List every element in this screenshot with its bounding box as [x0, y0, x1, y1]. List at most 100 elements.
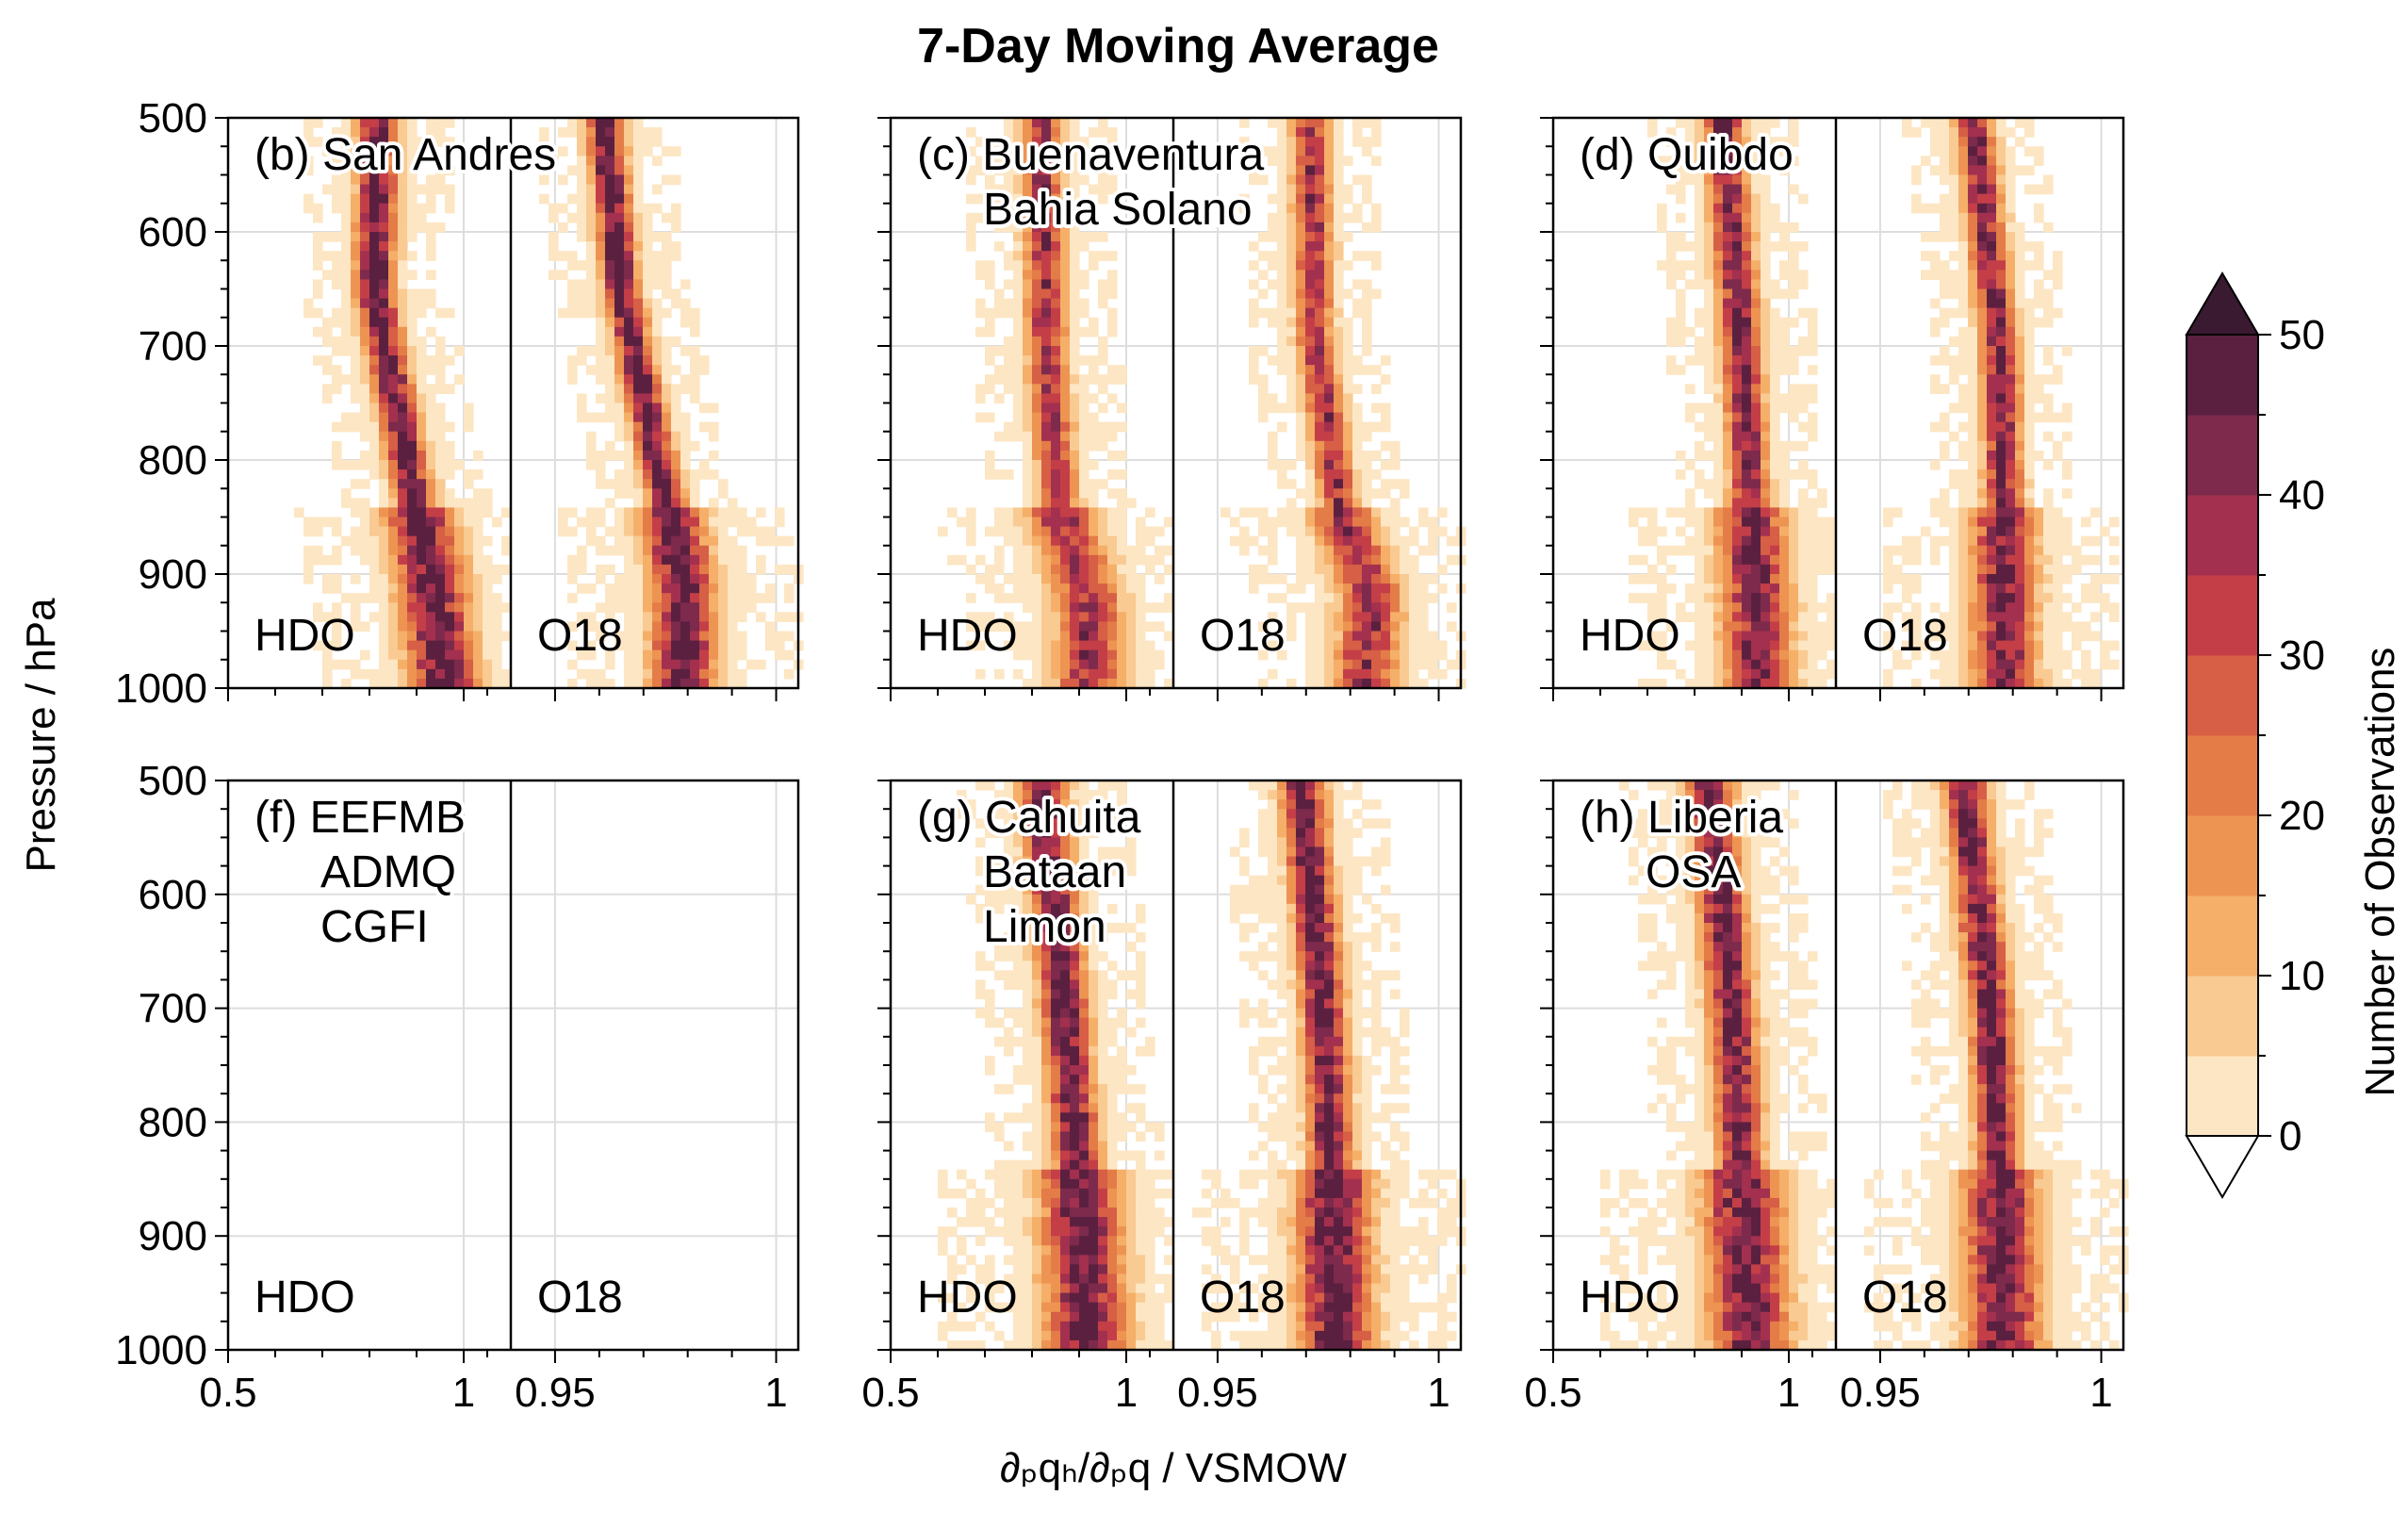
heatmap-cell [1817, 640, 1827, 651]
heatmap-cell [1751, 431, 1761, 442]
heatmap-cell [417, 593, 427, 603]
heatmap-cell [1343, 517, 1353, 528]
heatmap-cell [643, 421, 653, 433]
heatmap-cell [652, 156, 663, 167]
heatmap-cell [445, 602, 455, 613]
heatmap-cell [596, 479, 606, 489]
heatmap-cell [1723, 498, 1733, 509]
heatmap-cell [1968, 346, 1978, 356]
heatmap-cell [1334, 336, 1344, 347]
heatmap-cell [1930, 355, 1941, 366]
heatmap-cell [388, 412, 399, 423]
heatmap-cell [388, 212, 399, 223]
heatmap-cell [360, 526, 370, 537]
heatmap-cell [1713, 260, 1724, 271]
heatmap-cell [1136, 649, 1146, 661]
heatmap-cell [1107, 526, 1118, 537]
heatmap-cell [1041, 288, 1052, 300]
x-tick-label: 1 [764, 1370, 787, 1416]
heatmap-cell [1296, 526, 1306, 537]
heatmap-cell [652, 621, 663, 633]
heatmap-cell [1968, 403, 1978, 414]
heatmap-cell [369, 517, 380, 528]
heatmap-cell [643, 393, 653, 404]
heatmap-cell [1352, 307, 1363, 319]
heatmap-cell [577, 260, 587, 271]
heatmap-cell [1249, 564, 1259, 575]
heatmap-cell [1742, 384, 1752, 395]
heatmap-cell [1334, 583, 1344, 594]
heatmap-cell [1079, 631, 1089, 642]
heatmap-cell [1921, 270, 1931, 281]
heatmap-cell [1987, 678, 1997, 689]
heatmap-cell [313, 203, 323, 214]
heatmap-cell [1362, 146, 1372, 156]
heatmap-cell [1789, 156, 1799, 167]
heatmap-cell [360, 507, 370, 518]
heatmap-cell [2015, 659, 2025, 670]
heatmap-cell [1695, 403, 1705, 414]
heatmap-cell [985, 355, 995, 366]
heatmap-cell [369, 127, 380, 138]
heatmap-cell [1352, 365, 1363, 375]
heatmap-cell [728, 554, 738, 566]
heatmap-cell [369, 326, 380, 337]
heatmap-cell [1751, 649, 1761, 661]
heatmap-cell [1041, 790, 1052, 800]
x-ticks [227, 688, 778, 701]
heatmap-cell [360, 222, 370, 233]
heatmap-cell [1958, 279, 1969, 290]
heatmap-cell [1713, 602, 1724, 613]
heatmap-cell [1343, 612, 1353, 623]
heatmap-cell [1023, 460, 1033, 470]
heatmap-cell [1902, 583, 1912, 594]
heatmap-cell [624, 469, 634, 480]
heatmap-cell [1155, 526, 1165, 537]
heatmap-cell [1704, 355, 1714, 366]
heatmap-cell [671, 421, 681, 433]
heatmap-cell [1277, 118, 1287, 128]
heatmap-cell [1136, 517, 1146, 528]
heatmap-cell [417, 336, 427, 347]
heatmap-cell [2006, 326, 2016, 337]
heatmap-cell [2043, 517, 2054, 528]
heatmap-cell [1761, 260, 1771, 271]
heatmap-cell [417, 668, 427, 680]
heatmap-cell [2006, 260, 2016, 271]
heatmap-cell [1751, 288, 1761, 300]
heatmap-cell [1958, 668, 1969, 680]
heatmap-cell [737, 545, 747, 556]
heatmap-cell [1751, 374, 1761, 385]
heatmap-cell [1779, 317, 1790, 328]
heatmap-cell [351, 307, 361, 319]
heatmap-cell [351, 374, 361, 385]
heatmap-cell [1789, 184, 1799, 195]
heatmap-cell [1315, 317, 1325, 328]
heatmap-cell [2024, 393, 2035, 404]
heatmap-cell [1723, 479, 1733, 489]
heatmap-cell [1051, 668, 1061, 680]
heatmap-cell [985, 307, 995, 319]
heatmap-cell [1004, 346, 1014, 356]
heatmap-cell [417, 507, 427, 518]
heatmap-cell [1023, 336, 1033, 347]
heatmap-cell [1987, 288, 1997, 300]
heatmap-cell [1117, 365, 1127, 375]
heatmap-cell [1023, 307, 1033, 319]
heatmap-cell [699, 678, 710, 689]
heatmap-cell [1070, 554, 1080, 566]
heatmap-cell [1958, 288, 1969, 300]
heatmap-cell [1761, 612, 1771, 623]
heatmap-cell [1676, 241, 1686, 252]
heatmap-cell [379, 554, 389, 566]
heatmap-cell [605, 241, 615, 252]
heatmap-cell [435, 526, 446, 537]
heatmap-cell [1296, 554, 1306, 566]
heatmap-cell [1268, 355, 1278, 366]
heatmap-cell [1070, 574, 1080, 584]
heatmap-cell [1723, 583, 1733, 594]
heatmap-cell [1334, 317, 1344, 328]
heatmap-cell [1352, 631, 1363, 642]
heatmap-cell [360, 403, 370, 414]
heatmap-cell [2034, 317, 2044, 328]
